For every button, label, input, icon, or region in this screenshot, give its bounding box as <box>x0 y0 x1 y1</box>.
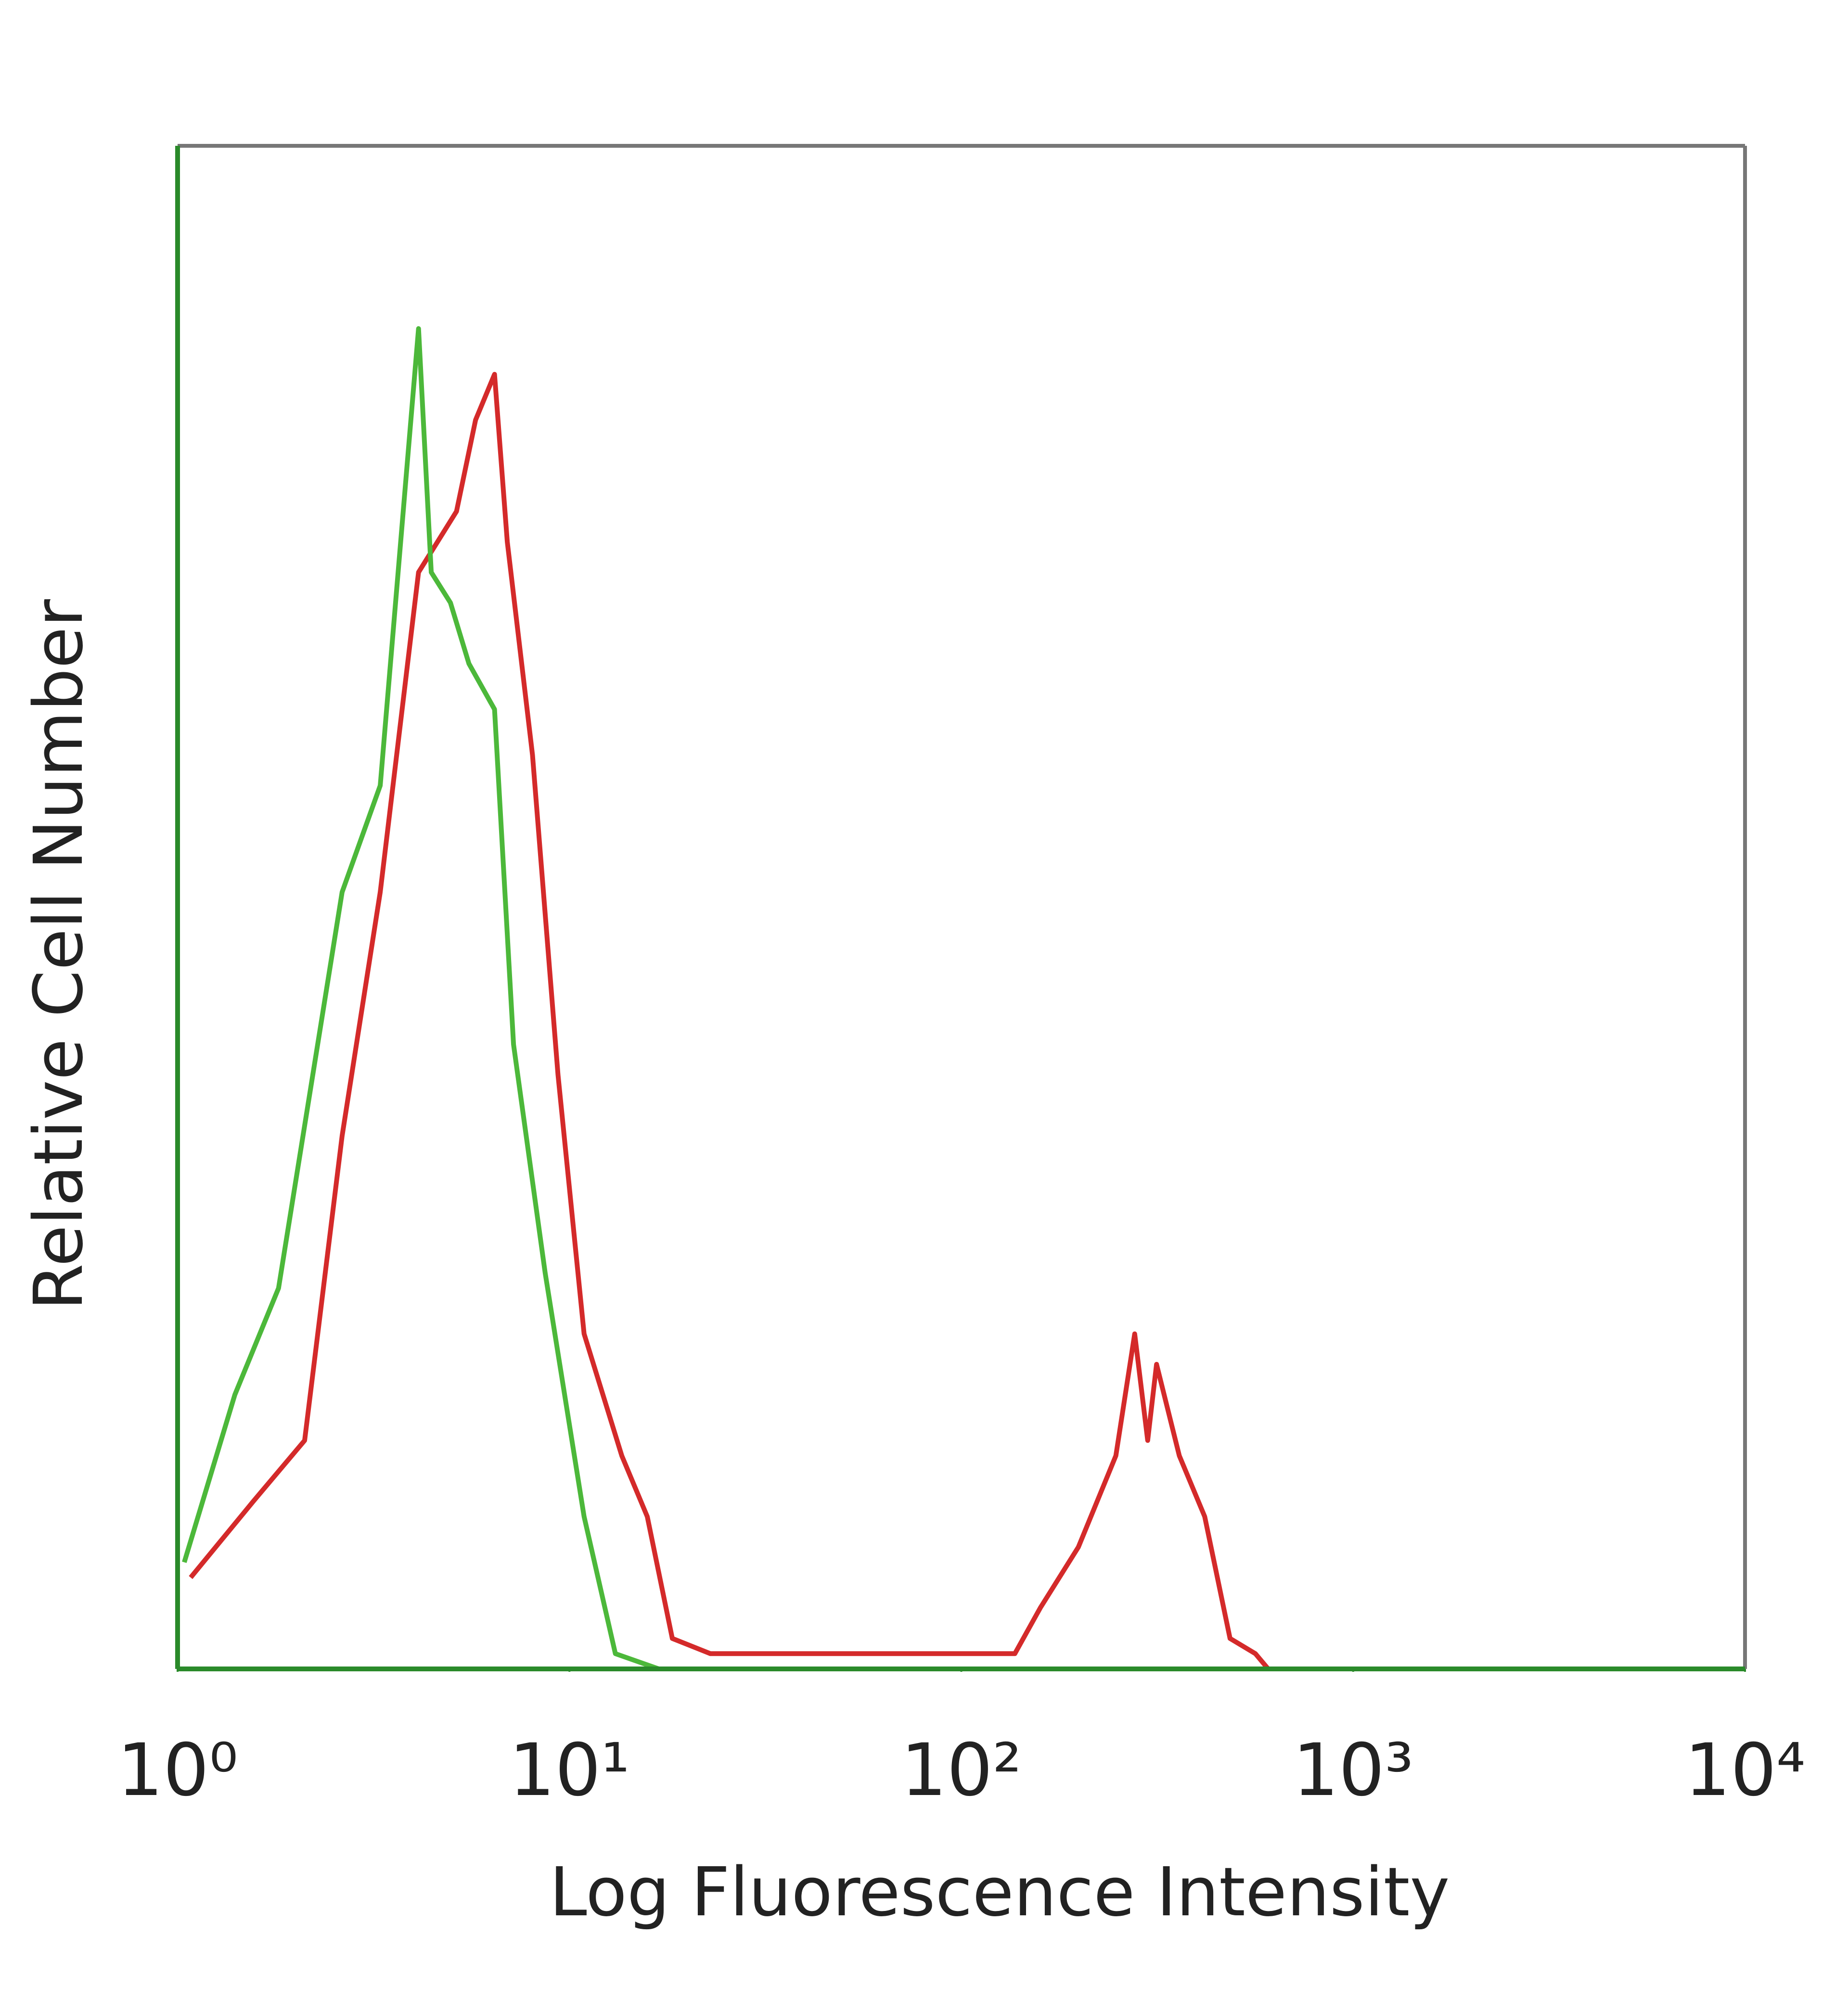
x-tick-label: 10³ <box>1293 1729 1413 1812</box>
series-line <box>182 326 660 1671</box>
plot-area <box>182 326 1270 1671</box>
x-axis-label: Log Fluorescence Intensity <box>550 1853 1450 1932</box>
x-tick-label: 10⁴ <box>1684 1729 1805 1812</box>
series-line <box>189 372 1270 1671</box>
x-tick-label: 10⁰ <box>117 1729 238 1812</box>
y-axis-label: Relative Cell Number <box>20 599 98 1310</box>
x-tick-label: 10² <box>901 1729 1022 1812</box>
x-tick-label: 10¹ <box>509 1729 630 1812</box>
